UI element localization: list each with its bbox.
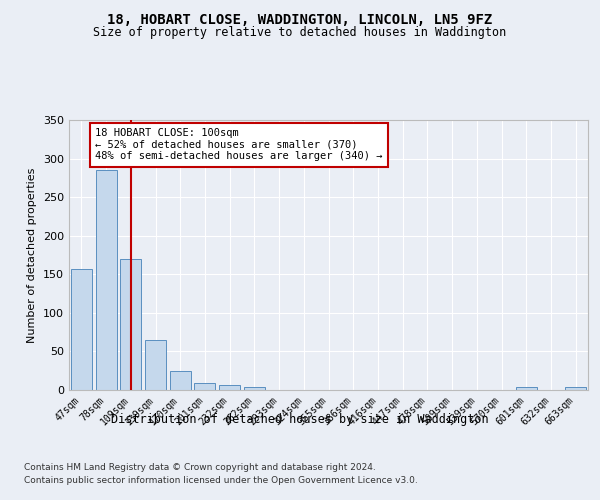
Text: Size of property relative to detached houses in Waddington: Size of property relative to detached ho… [94, 26, 506, 39]
Bar [120, 259, 141, 390]
Text: 18, HOBART CLOSE, WADDINGTON, LINCOLN, LN5 9FZ: 18, HOBART CLOSE, WADDINGTON, LINCOLN, L… [107, 12, 493, 26]
Y-axis label: Number of detached properties: Number of detached properties [28, 168, 37, 342]
Bar [145, 340, 166, 390]
Bar [244, 387, 265, 390]
Bar [516, 387, 537, 390]
Text: Distribution of detached houses by size in Waddington: Distribution of detached houses by size … [111, 412, 489, 426]
Bar [194, 383, 215, 390]
Text: Contains public sector information licensed under the Open Government Licence v3: Contains public sector information licen… [24, 476, 418, 485]
Bar [219, 384, 240, 390]
Bar [565, 387, 586, 390]
Text: 18 HOBART CLOSE: 100sqm
← 52% of detached houses are smaller (370)
48% of semi-d: 18 HOBART CLOSE: 100sqm ← 52% of detache… [95, 128, 382, 162]
Bar [170, 370, 191, 390]
Bar [95, 170, 116, 390]
Text: Contains HM Land Registry data © Crown copyright and database right 2024.: Contains HM Land Registry data © Crown c… [24, 462, 376, 471]
Bar [71, 269, 92, 390]
